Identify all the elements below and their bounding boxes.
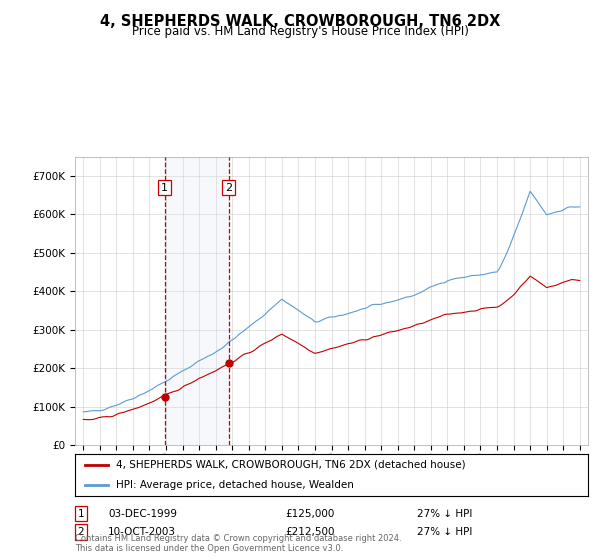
Text: 1: 1 (77, 508, 85, 519)
Text: 4, SHEPHERDS WALK, CROWBOROUGH, TN6 2DX: 4, SHEPHERDS WALK, CROWBOROUGH, TN6 2DX (100, 14, 500, 29)
Text: 03-DEC-1999: 03-DEC-1999 (108, 508, 177, 519)
Text: 27% ↓ HPI: 27% ↓ HPI (417, 508, 472, 519)
Text: 1: 1 (161, 183, 168, 193)
Text: 10-OCT-2003: 10-OCT-2003 (108, 527, 176, 537)
Text: Price paid vs. HM Land Registry's House Price Index (HPI): Price paid vs. HM Land Registry's House … (131, 25, 469, 38)
Text: 27% ↓ HPI: 27% ↓ HPI (417, 527, 472, 537)
Text: 2: 2 (225, 183, 232, 193)
Text: £125,000: £125,000 (285, 508, 334, 519)
Text: 2: 2 (77, 527, 85, 537)
Text: 4, SHEPHERDS WALK, CROWBOROUGH, TN6 2DX (detached house): 4, SHEPHERDS WALK, CROWBOROUGH, TN6 2DX … (116, 460, 466, 470)
Text: £212,500: £212,500 (285, 527, 335, 537)
Bar (164, 157, 229, 445)
Text: HPI: Average price, detached house, Wealden: HPI: Average price, detached house, Weal… (116, 480, 354, 490)
Text: Contains HM Land Registry data © Crown copyright and database right 2024.
This d: Contains HM Land Registry data © Crown c… (75, 534, 401, 553)
